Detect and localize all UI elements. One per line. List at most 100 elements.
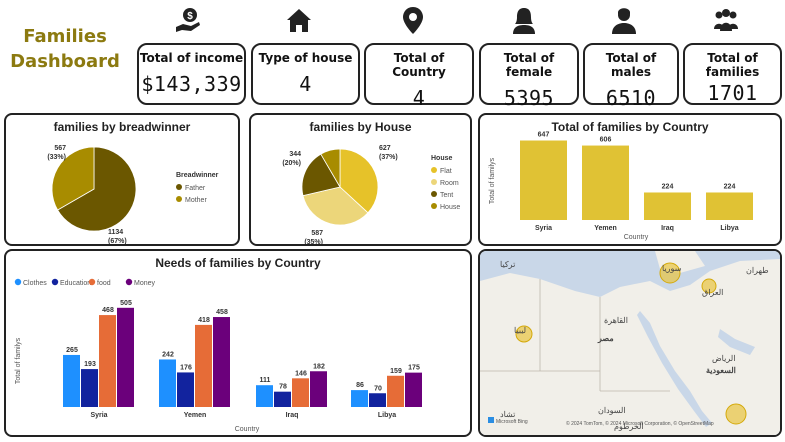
x-tick-label: Libya <box>378 412 396 419</box>
map-bubble-iraq[interactable] <box>701 278 717 294</box>
bar <box>706 192 753 220</box>
pie-data-label-value: 1134 <box>108 229 123 236</box>
kpi-label: Total of Country <box>392 51 446 79</box>
house-icon <box>287 9 311 32</box>
woman-icon <box>513 8 535 34</box>
chart-title: Total of families by Country <box>551 120 709 134</box>
bar <box>213 317 230 407</box>
pie-data-label-value: 567 <box>54 145 66 152</box>
x-tick-label: Yemen <box>594 225 617 232</box>
y-axis-title: Total of familys <box>15 337 22 384</box>
pie-slice <box>51 146 95 211</box>
bar-data-label: 458 <box>216 309 228 316</box>
pie-slice <box>301 153 341 197</box>
needs-chart-panel: Needs of families by Country Clothes Educ… <box>4 249 472 437</box>
legend-title: Breadwinner <box>176 172 219 179</box>
map-land <box>480 259 780 435</box>
bar <box>63 354 80 407</box>
bar-data-label: 182 <box>313 363 325 370</box>
map-bubble-yemen[interactable] <box>725 403 747 425</box>
bar-data-label: 265 <box>66 347 78 354</box>
money-hand-icon: $ <box>176 8 200 32</box>
y-axis-title: Total of familys <box>489 157 496 204</box>
pie-data-label-value: 627 <box>379 145 391 152</box>
legend-marker <box>14 278 22 286</box>
legend-marker <box>176 184 182 190</box>
legend-label: Clothes <box>23 280 47 287</box>
map-gulf <box>718 329 755 355</box>
kpi-label: Type of house <box>258 51 353 65</box>
kpi-value: 4 <box>412 86 426 110</box>
bar <box>256 385 273 407</box>
bar-data-label: 111 <box>260 377 271 384</box>
legend-marker <box>88 278 96 286</box>
map-bubble-syria[interactable] <box>659 262 681 284</box>
bar <box>177 372 194 407</box>
chart-title: families by House <box>309 120 412 134</box>
x-axis-title: Country <box>624 234 649 241</box>
x-tick-label: Iraq <box>661 225 674 232</box>
bar <box>644 192 691 220</box>
pie-data-label-value: 344 <box>289 151 301 158</box>
bar <box>274 391 291 407</box>
x-tick-label: Yemen <box>184 412 207 419</box>
country-chart-panel: Total of families by Country 647 Syria 606… <box>478 113 782 246</box>
location-pin-icon <box>403 7 423 34</box>
bar-data-label: 418 <box>198 317 210 324</box>
bar-data-label: 505 <box>120 300 132 307</box>
legend-label: Room <box>440 180 459 187</box>
bar <box>369 393 386 407</box>
bar <box>159 359 176 407</box>
pie-data-label-percent: (33%) <box>47 154 66 161</box>
map-borders <box>480 279 670 392</box>
kpi-total-country: Total of Country 4 <box>364 43 474 110</box>
legend-label: Mother <box>185 197 207 204</box>
legend-label: Flat <box>440 168 452 175</box>
legend-label: Money <box>134 280 156 287</box>
bar-data-label: 176 <box>180 364 192 371</box>
kpi-value: 6510 <box>605 86 657 110</box>
map-panel[interactable]: تركيا سوريا العراق طهران ليبيا القاهرة م… <box>478 249 782 437</box>
kpi-label: Total of families <box>705 51 760 79</box>
kpi-total-males: Total of males 6510 <box>583 43 679 110</box>
legend-marker <box>125 278 133 286</box>
map-label: طهران <box>746 266 769 275</box>
legend-marker <box>176 196 182 202</box>
legend-marker <box>431 203 437 209</box>
kpi-value: 5395 <box>503 86 555 110</box>
map-label: ليبيا <box>514 326 526 335</box>
legend-marker <box>51 278 59 286</box>
pie-data-label-value: 587 <box>311 230 323 237</box>
map-label: الرياض <box>712 354 735 363</box>
kpi-value: $143,339 <box>141 72 242 96</box>
x-tick-label: Syria <box>90 412 107 419</box>
house-pie-chart: 627 (37%) 587 (35%) 344 (20%) House Flat Room Ten… <box>282 145 460 244</box>
legend-label: House <box>440 204 460 211</box>
pie-data-label-percent: (67%) <box>108 238 127 244</box>
kpi-total-female: Total of female 5395 <box>479 43 579 110</box>
map-label: سوريا <box>662 264 682 273</box>
legend-label: Education <box>60 280 91 287</box>
bing-logo-icon <box>488 417 494 423</box>
chart-title: families by breadwinner <box>53 120 191 134</box>
pie-slice <box>339 148 379 214</box>
bar <box>351 390 368 407</box>
kpi-label: Total of female <box>503 51 555 79</box>
pie-data-label-percent: (37%) <box>379 154 398 161</box>
dashboard-title: Families Dashboard <box>8 24 122 74</box>
pie-slice <box>320 148 341 189</box>
map-label: تركيا <box>500 260 515 269</box>
bar-data-label: 159 <box>390 368 402 375</box>
legend-label: Tent <box>440 192 453 199</box>
bar-data-label: 242 <box>162 351 174 358</box>
map-label: القاهرة <box>604 316 628 325</box>
legend-marker <box>431 191 437 197</box>
bar <box>405 372 422 407</box>
legend-label: food <box>97 280 111 287</box>
map-bubble-libya[interactable] <box>515 325 533 343</box>
map-label: العراق <box>702 288 723 297</box>
map-view[interactable]: تركيا سوريا العراق طهران ليبيا القاهرة م… <box>480 251 780 435</box>
kpi-total-families: Total of families 1701 <box>683 43 782 105</box>
bar-data-label: 468 <box>102 307 114 314</box>
title-line-2: Dashboard <box>10 51 120 72</box>
